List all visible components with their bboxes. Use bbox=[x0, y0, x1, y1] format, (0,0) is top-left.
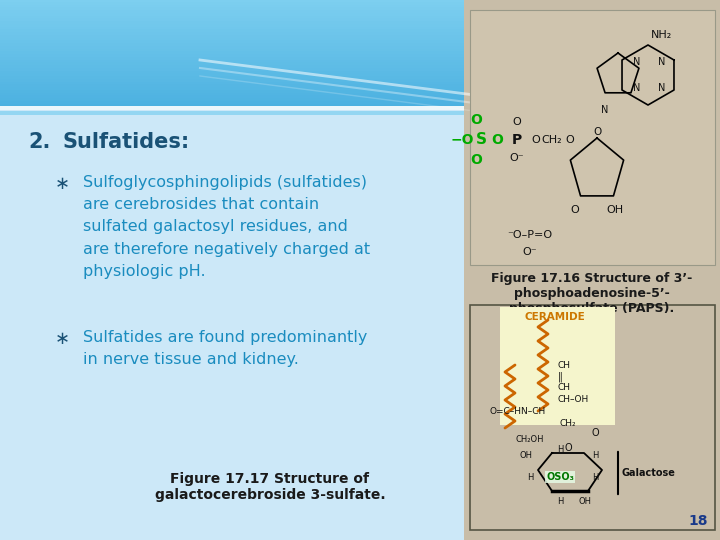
Text: CH: CH bbox=[558, 383, 571, 393]
Bar bbox=[0, 21, 464, 25]
Bar bbox=[0, 24, 464, 28]
Bar bbox=[0, 101, 464, 105]
Text: CH–OH: CH–OH bbox=[558, 395, 589, 404]
Bar bbox=[0, 71, 464, 74]
Text: Figure 17.16 Structure of 3’-
phosphoadenosine-5’-
phosphosulfate (PAPS).: Figure 17.16 Structure of 3’- phosphoade… bbox=[491, 272, 693, 315]
Bar bbox=[0, 79, 464, 83]
Text: N: N bbox=[601, 105, 608, 115]
Text: −O: −O bbox=[450, 133, 474, 147]
Bar bbox=[470, 305, 715, 530]
Bar bbox=[0, 43, 464, 47]
Text: O: O bbox=[470, 153, 482, 167]
Bar bbox=[0, 57, 464, 60]
Text: O⁻: O⁻ bbox=[510, 153, 524, 163]
Bar bbox=[0, 7, 464, 11]
Bar bbox=[0, 84, 464, 88]
Bar bbox=[0, 82, 464, 85]
Text: OSO₃: OSO₃ bbox=[546, 472, 574, 482]
Text: Galactose: Galactose bbox=[622, 468, 676, 478]
Bar bbox=[0, 32, 464, 36]
Bar bbox=[0, 92, 464, 96]
Bar bbox=[0, 2, 464, 5]
Bar bbox=[0, 16, 464, 19]
Text: CH₂OH: CH₂OH bbox=[516, 435, 544, 444]
Text: O: O bbox=[566, 135, 575, 145]
Bar bbox=[0, 98, 464, 102]
Bar bbox=[0, 54, 464, 58]
Text: CH₂: CH₂ bbox=[541, 135, 562, 145]
Text: P: P bbox=[512, 133, 522, 147]
Bar bbox=[0, 40, 464, 44]
Bar bbox=[470, 10, 715, 265]
Bar bbox=[0, 10, 464, 14]
Text: CERAMIDE: CERAMIDE bbox=[525, 312, 585, 322]
Text: N: N bbox=[658, 57, 666, 67]
Text: O: O bbox=[593, 127, 601, 137]
Text: O: O bbox=[513, 117, 521, 127]
Text: CH: CH bbox=[558, 361, 571, 369]
Text: 2.: 2. bbox=[28, 132, 50, 152]
Text: H: H bbox=[557, 496, 563, 505]
Bar bbox=[0, 4, 464, 8]
Bar bbox=[0, 59, 464, 63]
Text: O: O bbox=[571, 205, 580, 215]
Bar bbox=[0, 73, 464, 77]
Bar bbox=[0, 106, 464, 110]
Text: H: H bbox=[592, 472, 598, 482]
Bar bbox=[0, 68, 464, 71]
Text: O: O bbox=[591, 428, 599, 438]
Bar bbox=[0, 29, 464, 33]
Bar bbox=[0, 111, 464, 115]
Text: ‖: ‖ bbox=[558, 372, 563, 382]
Text: H: H bbox=[557, 446, 563, 455]
Bar bbox=[0, 87, 464, 91]
Bar bbox=[0, 0, 464, 540]
Text: H: H bbox=[592, 450, 598, 460]
Text: ⁻O–P=O: ⁻O–P=O bbox=[508, 230, 552, 240]
Bar bbox=[0, 62, 464, 66]
Text: O: O bbox=[470, 113, 482, 127]
Bar bbox=[0, 0, 464, 3]
Text: CH₂: CH₂ bbox=[560, 418, 577, 428]
Bar bbox=[0, 26, 464, 30]
Bar bbox=[0, 46, 464, 50]
Text: Figure 17.17 Structure of
galactocerebroside 3-sulfate.: Figure 17.17 Structure of galactocerebro… bbox=[155, 472, 385, 502]
Bar bbox=[464, 0, 720, 540]
Text: N: N bbox=[634, 57, 641, 67]
Bar bbox=[0, 90, 464, 93]
Text: O: O bbox=[531, 135, 541, 145]
Text: OH: OH bbox=[606, 205, 624, 215]
Text: O: O bbox=[491, 133, 503, 147]
Bar bbox=[0, 13, 464, 17]
Text: 18: 18 bbox=[688, 514, 708, 528]
Bar bbox=[0, 37, 464, 41]
Text: N: N bbox=[658, 83, 666, 93]
Text: OH: OH bbox=[519, 450, 532, 460]
Bar bbox=[0, 76, 464, 80]
Bar bbox=[0, 106, 464, 110]
Bar bbox=[500, 307, 615, 425]
Bar bbox=[0, 18, 464, 22]
Text: O=C–HN–CH: O=C–HN–CH bbox=[490, 408, 546, 416]
Text: Sulfoglycosphingolipids (sulfatides)
are cerebrosides that contain
sulfated gala: Sulfoglycosphingolipids (sulfatides) are… bbox=[83, 175, 370, 279]
Text: Sulfatides:: Sulfatides: bbox=[62, 132, 189, 152]
Text: N: N bbox=[634, 83, 641, 93]
Text: OH: OH bbox=[578, 496, 592, 505]
Text: NH₂: NH₂ bbox=[652, 30, 672, 40]
Text: O: O bbox=[564, 443, 572, 453]
Text: S: S bbox=[475, 132, 487, 147]
Text: Sulfatides are found predominantly
in nerve tissue and kidney.: Sulfatides are found predominantly in ne… bbox=[83, 330, 367, 367]
Bar bbox=[0, 49, 464, 52]
Text: O⁻: O⁻ bbox=[523, 247, 537, 257]
Bar bbox=[0, 104, 464, 107]
Bar bbox=[0, 51, 464, 55]
Text: H: H bbox=[528, 472, 534, 482]
Bar bbox=[0, 65, 464, 69]
Text: ∗: ∗ bbox=[55, 330, 70, 348]
Text: ∗: ∗ bbox=[55, 175, 70, 193]
Bar bbox=[0, 35, 464, 38]
Bar bbox=[0, 95, 464, 99]
